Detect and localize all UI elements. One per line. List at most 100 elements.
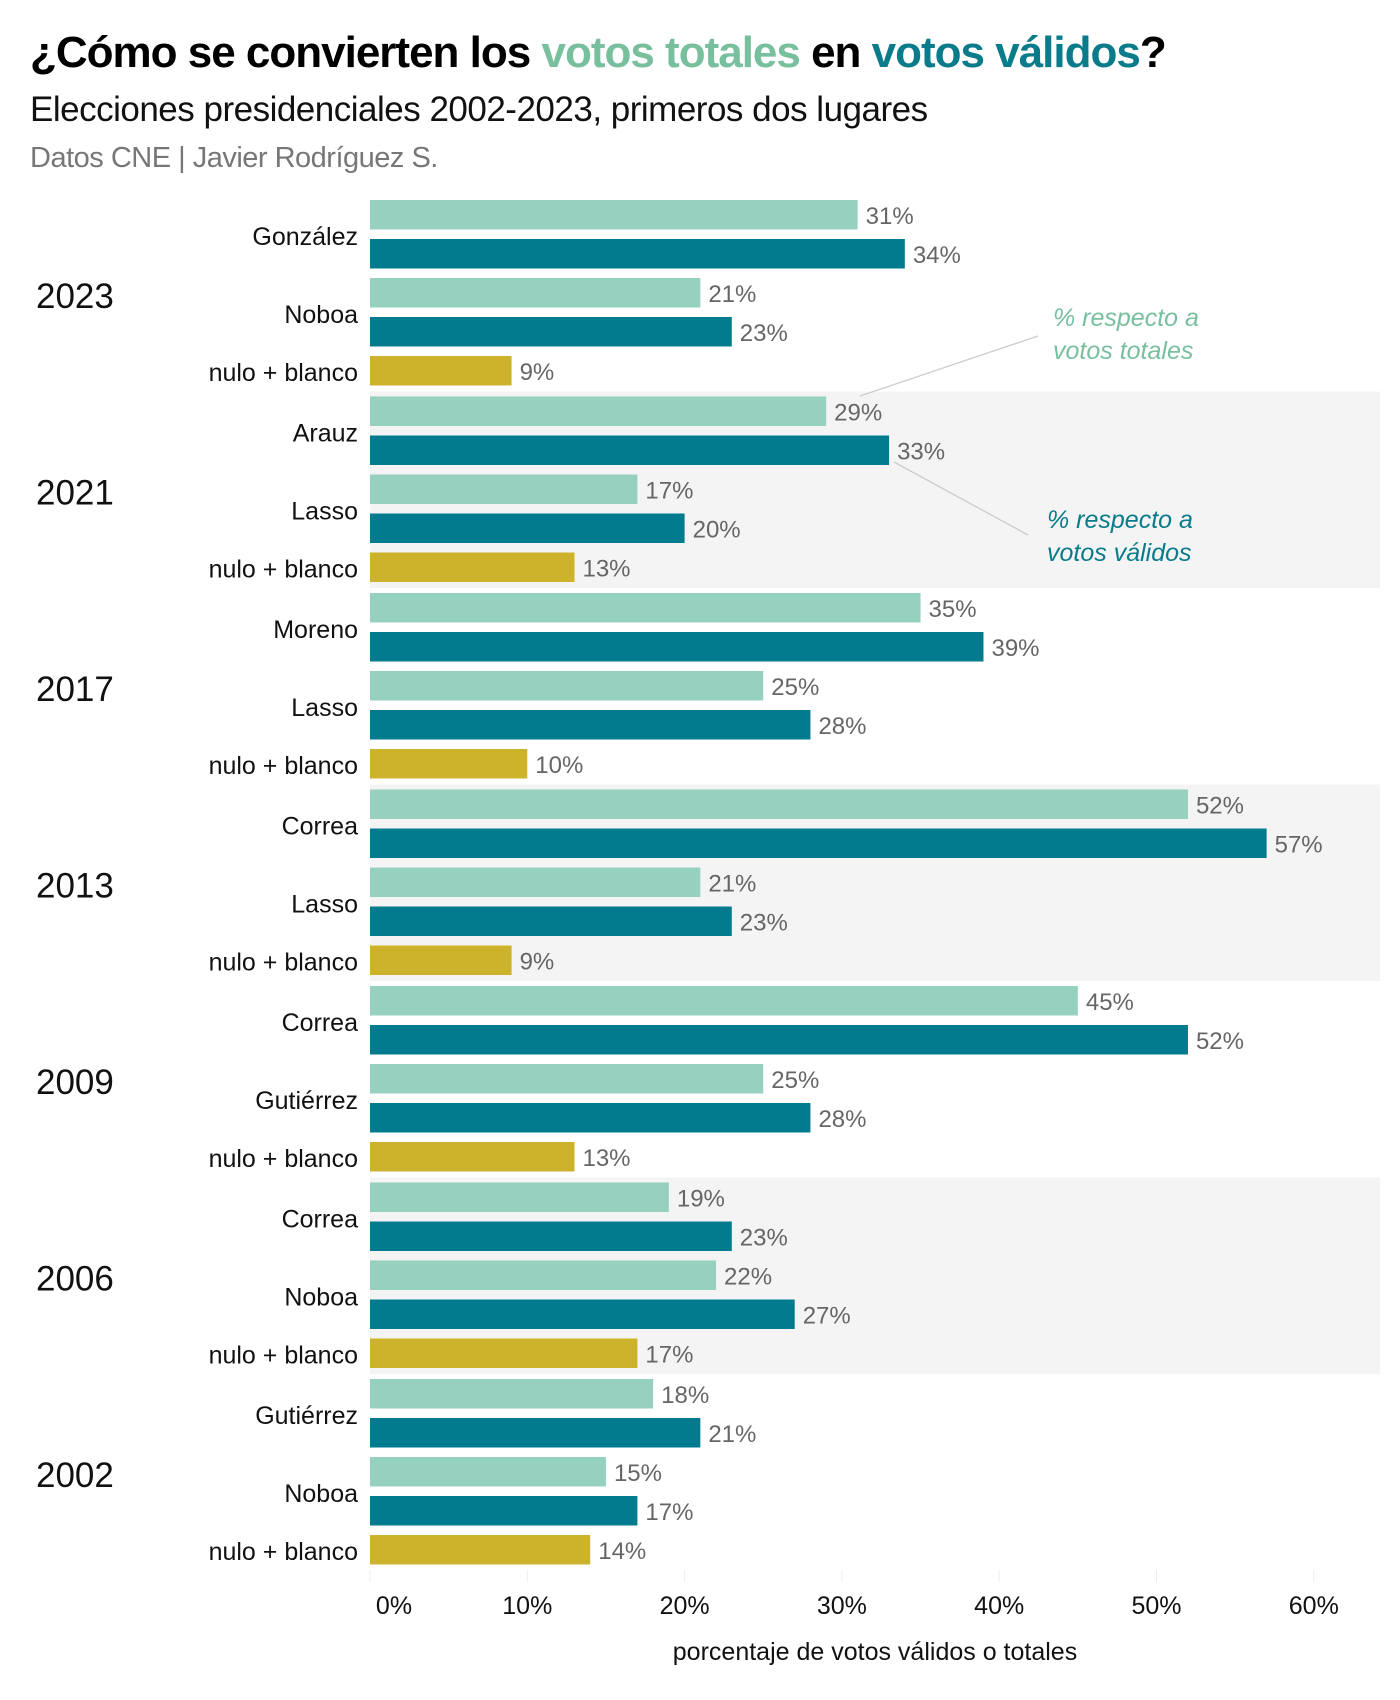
x-tick-label: 20% xyxy=(660,1592,710,1620)
x-tick-label: 60% xyxy=(1289,1592,1339,1620)
year-label: 2013 xyxy=(36,867,114,906)
candidate-label: González xyxy=(252,223,358,251)
bar-totales xyxy=(370,1379,654,1409)
bar-validos xyxy=(370,435,890,465)
data-label: 27% xyxy=(803,1303,851,1330)
bar-validos xyxy=(370,828,1267,858)
data-label: 28% xyxy=(818,1106,866,1133)
bar-validos xyxy=(370,317,732,347)
data-label: 21% xyxy=(708,871,756,898)
bar-validos xyxy=(370,239,905,269)
candidate-label: Correa xyxy=(282,1206,359,1234)
bar-validos xyxy=(370,1418,701,1448)
year-label: 2021 xyxy=(36,474,114,513)
data-label: 23% xyxy=(740,910,788,937)
candidate-label: Arauz xyxy=(293,420,358,448)
data-label: 9% xyxy=(520,949,555,976)
data-label: 10% xyxy=(535,752,583,779)
data-label: 17% xyxy=(645,478,693,505)
bar-validos xyxy=(370,1496,638,1526)
bar-validos xyxy=(370,906,732,936)
bar-totales xyxy=(370,789,1188,819)
nulo-blanco-label: nulo + blanco xyxy=(209,556,358,584)
bar-totales xyxy=(370,1064,764,1094)
data-label: 28% xyxy=(818,713,866,740)
data-label: 14% xyxy=(598,1538,646,1565)
data-label: 29% xyxy=(834,400,882,427)
chart-source: Datos CNE | Javier Rodríguez S. xyxy=(30,142,438,174)
annotation-text: votos válidos xyxy=(1047,539,1192,567)
data-label: 15% xyxy=(614,1460,662,1487)
data-label: 39% xyxy=(991,635,1039,662)
bar-nulo-blanco xyxy=(370,1535,591,1565)
data-label: 22% xyxy=(724,1264,772,1291)
bar-totales xyxy=(370,1260,717,1290)
bar-totales xyxy=(370,1182,669,1212)
nulo-blanco-label: nulo + blanco xyxy=(209,1538,358,1566)
bar-validos xyxy=(370,710,811,740)
year-label: 2017 xyxy=(36,670,114,709)
nulo-blanco-label: nulo + blanco xyxy=(209,359,358,387)
data-label: 17% xyxy=(645,1342,693,1369)
title-text: ¿Cómo se convierten los xyxy=(30,28,542,77)
data-label: 19% xyxy=(677,1186,725,1213)
data-label: 35% xyxy=(929,596,977,623)
bar-nulo-blanco xyxy=(370,356,512,386)
candidate-label: Noboa xyxy=(284,301,358,329)
nulo-blanco-label: nulo + blanco xyxy=(209,1342,358,1370)
candidate-label: Gutiérrez xyxy=(255,1087,358,1115)
title-highlight-totales: votos totales xyxy=(541,28,800,77)
bar-validos xyxy=(370,1299,795,1329)
bar-validos xyxy=(370,513,685,543)
bar-validos xyxy=(370,1221,732,1251)
candidate-label: Noboa xyxy=(284,1480,358,1508)
x-tick-label: 40% xyxy=(974,1592,1024,1620)
bar-totales xyxy=(370,671,764,701)
nulo-blanco-label: nulo + blanco xyxy=(209,752,358,780)
year-label: 2023 xyxy=(36,277,114,316)
annotation-text: votos totales xyxy=(1053,337,1193,365)
data-label: 13% xyxy=(582,1145,630,1172)
chart-subtitle: Elecciones presidenciales 2002-2023, pri… xyxy=(30,90,928,129)
bar-totales xyxy=(370,278,701,308)
data-label: 20% xyxy=(693,517,741,544)
data-label: 31% xyxy=(866,203,914,230)
data-label: 9% xyxy=(520,359,555,386)
bar-validos xyxy=(370,1103,811,1133)
data-label: 21% xyxy=(708,1421,756,1448)
bar-nulo-blanco xyxy=(370,1338,638,1368)
annotation-text: % respecto a xyxy=(1053,304,1199,332)
candidate-label: Correa xyxy=(282,813,359,841)
x-tick-label: 30% xyxy=(817,1592,867,1620)
candidate-label: Moreno xyxy=(273,616,358,644)
candidate-label: Lasso xyxy=(291,694,358,722)
data-label: 33% xyxy=(897,439,945,466)
bar-totales xyxy=(370,396,827,426)
data-label: 17% xyxy=(645,1499,693,1526)
data-label: 18% xyxy=(661,1382,709,1409)
bar-validos xyxy=(370,632,984,662)
title-text: en xyxy=(799,28,872,77)
bar-nulo-blanco xyxy=(370,945,512,975)
x-axis-label: porcentaje de votos válidos o totales xyxy=(673,1638,1077,1666)
bar-totales xyxy=(370,867,701,897)
candidate-label: Noboa xyxy=(284,1284,358,1312)
chart-title: ¿Cómo se convierten los votos totales en… xyxy=(30,28,1167,78)
title-text: ? xyxy=(1139,28,1167,77)
bar-nulo-blanco xyxy=(370,1142,575,1172)
bar-totales xyxy=(370,1457,606,1487)
nulo-blanco-label: nulo + blanco xyxy=(209,949,358,977)
candidate-label: Lasso xyxy=(291,498,358,526)
candidate-label: Lasso xyxy=(291,891,358,919)
bar-totales xyxy=(370,474,638,504)
data-label: 13% xyxy=(582,556,630,583)
x-tick-label: 50% xyxy=(1131,1592,1181,1620)
year-label: 2006 xyxy=(36,1260,114,1299)
candidate-label: Gutiérrez xyxy=(255,1402,358,1430)
data-label: 23% xyxy=(740,1225,788,1252)
annotation-leader-line xyxy=(893,461,1029,536)
bar-nulo-blanco xyxy=(370,749,528,779)
bar-validos xyxy=(370,1025,1188,1055)
data-label: 52% xyxy=(1196,793,1244,820)
